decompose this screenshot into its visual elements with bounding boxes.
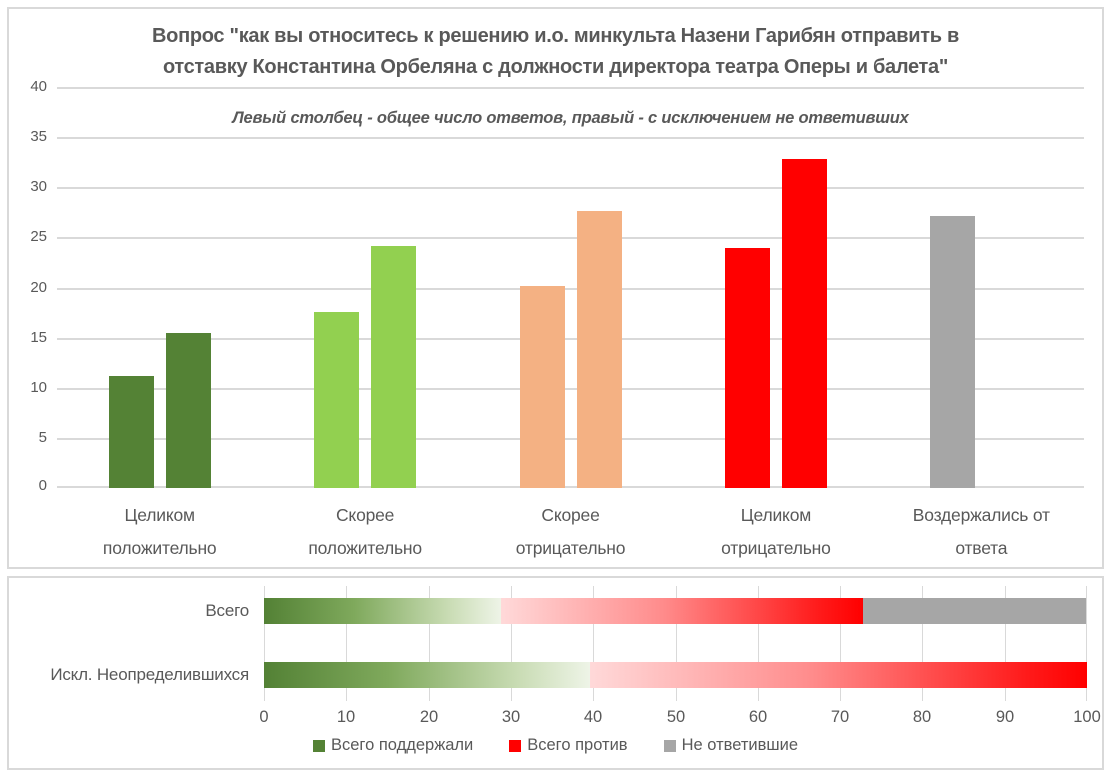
gridline-y-20: [57, 288, 1084, 290]
y-tick-label: 35: [30, 128, 47, 145]
segment-row2-2: [589, 662, 1087, 688]
y-tick-label: 30: [30, 178, 47, 195]
segment-row2-1: [264, 662, 590, 688]
gridline-y-15: [57, 338, 1084, 340]
gridline-x-50: [676, 586, 677, 701]
bar-excl-2: [371, 246, 416, 488]
chart-title-line-1: Вопрос "как вы относитесь к решению и.о.…: [152, 25, 959, 47]
legend-swatch-1: [312, 739, 325, 752]
y-tick-label: 5: [38, 429, 47, 446]
x-tick-label: 50: [666, 708, 686, 726]
x-tick-label: 0: [259, 708, 269, 726]
category-label-line: положительно: [308, 538, 422, 558]
gridline-y-25: [57, 237, 1084, 239]
y-tick-label: 10: [30, 379, 47, 396]
x-tick-label: 80: [912, 708, 932, 726]
gridline-x-30: [511, 586, 512, 701]
legend-item-2: Всего против: [509, 736, 628, 755]
category-label-line: Скорее: [541, 505, 600, 525]
gridline-y-10: [57, 388, 1084, 390]
top-bar-chart: Вопрос "как вы относитесь к решению и.о.…: [7, 7, 1104, 569]
top-plot-area: Левый столбец - общее число ответов, пра…: [57, 87, 1084, 488]
gridline-x-100: [1086, 586, 1087, 701]
x-tick-label: 100: [1073, 708, 1101, 726]
bar-all-5: [930, 216, 975, 488]
chart-title: Вопрос "как вы относитесь к решению и.о.…: [9, 21, 1102, 83]
y-tick-label: 0: [38, 477, 47, 494]
category-label-line: Целиком: [740, 505, 812, 525]
gridline-x-20: [429, 586, 430, 701]
bar-all-3: [520, 286, 565, 488]
y-tick-label: 40: [30, 78, 47, 95]
chart-subtitle: Левый столбец - общее число ответов, пра…: [232, 109, 909, 127]
category-label-5: Воздержались от ответа: [879, 499, 1084, 565]
gridline-y-30: [57, 187, 1084, 189]
gridline-x-90: [1005, 586, 1006, 701]
row-labels: Всего Искл. Неопределившихся: [9, 586, 257, 701]
category-label-line: Воздержались от: [912, 505, 1050, 525]
bottom-plot-area: [264, 586, 1087, 701]
bar-all-4: [725, 248, 770, 488]
segment-row1-1: [264, 598, 501, 624]
segment-row1-3: [863, 598, 1087, 624]
gridline-y-5: [57, 438, 1084, 440]
x-tick-label: 60: [748, 708, 768, 726]
row-label-1: Всего: [205, 601, 249, 620]
legend-swatch-2: [509, 739, 522, 752]
category-label-line: отрицательно: [721, 538, 831, 558]
y-tick-label: 15: [30, 329, 47, 346]
legend-label: Не ответившие: [681, 736, 799, 754]
legend-item-3: Не ответившие: [663, 736, 799, 755]
bar-excl-3: [577, 211, 622, 488]
x-tick-label: 90: [995, 708, 1015, 726]
gridline-x-40: [593, 586, 594, 701]
legend-label: Всего против: [527, 736, 628, 754]
chart-title-line-2: отставку Константина Орбеляна с должност…: [162, 56, 949, 78]
category-axis: Целиком положительно Скорее положительно Ско…: [57, 499, 1084, 565]
y-tick-label: 25: [30, 228, 47, 245]
x-tick-label: 10: [336, 708, 356, 726]
x-tick-label: 30: [501, 708, 521, 726]
x-tick-label: 20: [419, 708, 439, 726]
category-label-line: ответа: [955, 538, 1008, 558]
legend-item-1: Всего поддержали: [312, 736, 474, 755]
bar-all-2: [314, 312, 359, 488]
segment-row1-2: [501, 598, 864, 624]
x-axis: 0 10 20 30 40 50 60 70 80 90 100: [259, 708, 1100, 730]
y-axis: 0 5 10 15 20 25 30 35 40: [13, 78, 53, 494]
gridline-y-0: [57, 486, 1084, 488]
gridline-x-10: [346, 586, 347, 701]
gridline-x-60: [758, 586, 759, 701]
y-tick-label: 20: [30, 279, 47, 296]
gridline-x-80: [922, 586, 923, 701]
x-tick-label: 70: [830, 708, 850, 726]
bar-excl-4: [782, 159, 827, 488]
bar-all-1: [109, 376, 154, 488]
legend-swatch-3: [663, 739, 676, 752]
category-label-3: Скорее отрицательно: [468, 499, 673, 565]
gridline-y-40: [57, 87, 1084, 89]
category-label-line: Целиком: [124, 505, 196, 525]
category-label-1: Целиком положительно: [57, 499, 262, 565]
category-label-line: положительно: [102, 538, 217, 558]
gridline-x-70: [840, 586, 841, 701]
bar-excl-1: [166, 333, 211, 488]
gridline-y-35: [57, 137, 1084, 139]
legend: Всего поддержали Всего против Не ответивши…: [9, 736, 1102, 755]
gridline-x-0: [264, 586, 265, 701]
category-label-line: Скорее: [335, 505, 395, 525]
bottom-stacked-chart: Всего Искл. Неопределившихся 0 10 20 30 40 50 6…: [7, 576, 1104, 770]
category-label-2: Скорее положительно: [262, 499, 467, 565]
row-label-2: Искл. Неопределившихся: [50, 665, 249, 684]
category-label-line: отрицательно: [515, 538, 626, 558]
category-label-4: Целиком отрицательно: [673, 499, 878, 565]
legend-label: Всего поддержали: [330, 736, 474, 754]
x-tick-label: 40: [583, 708, 603, 726]
